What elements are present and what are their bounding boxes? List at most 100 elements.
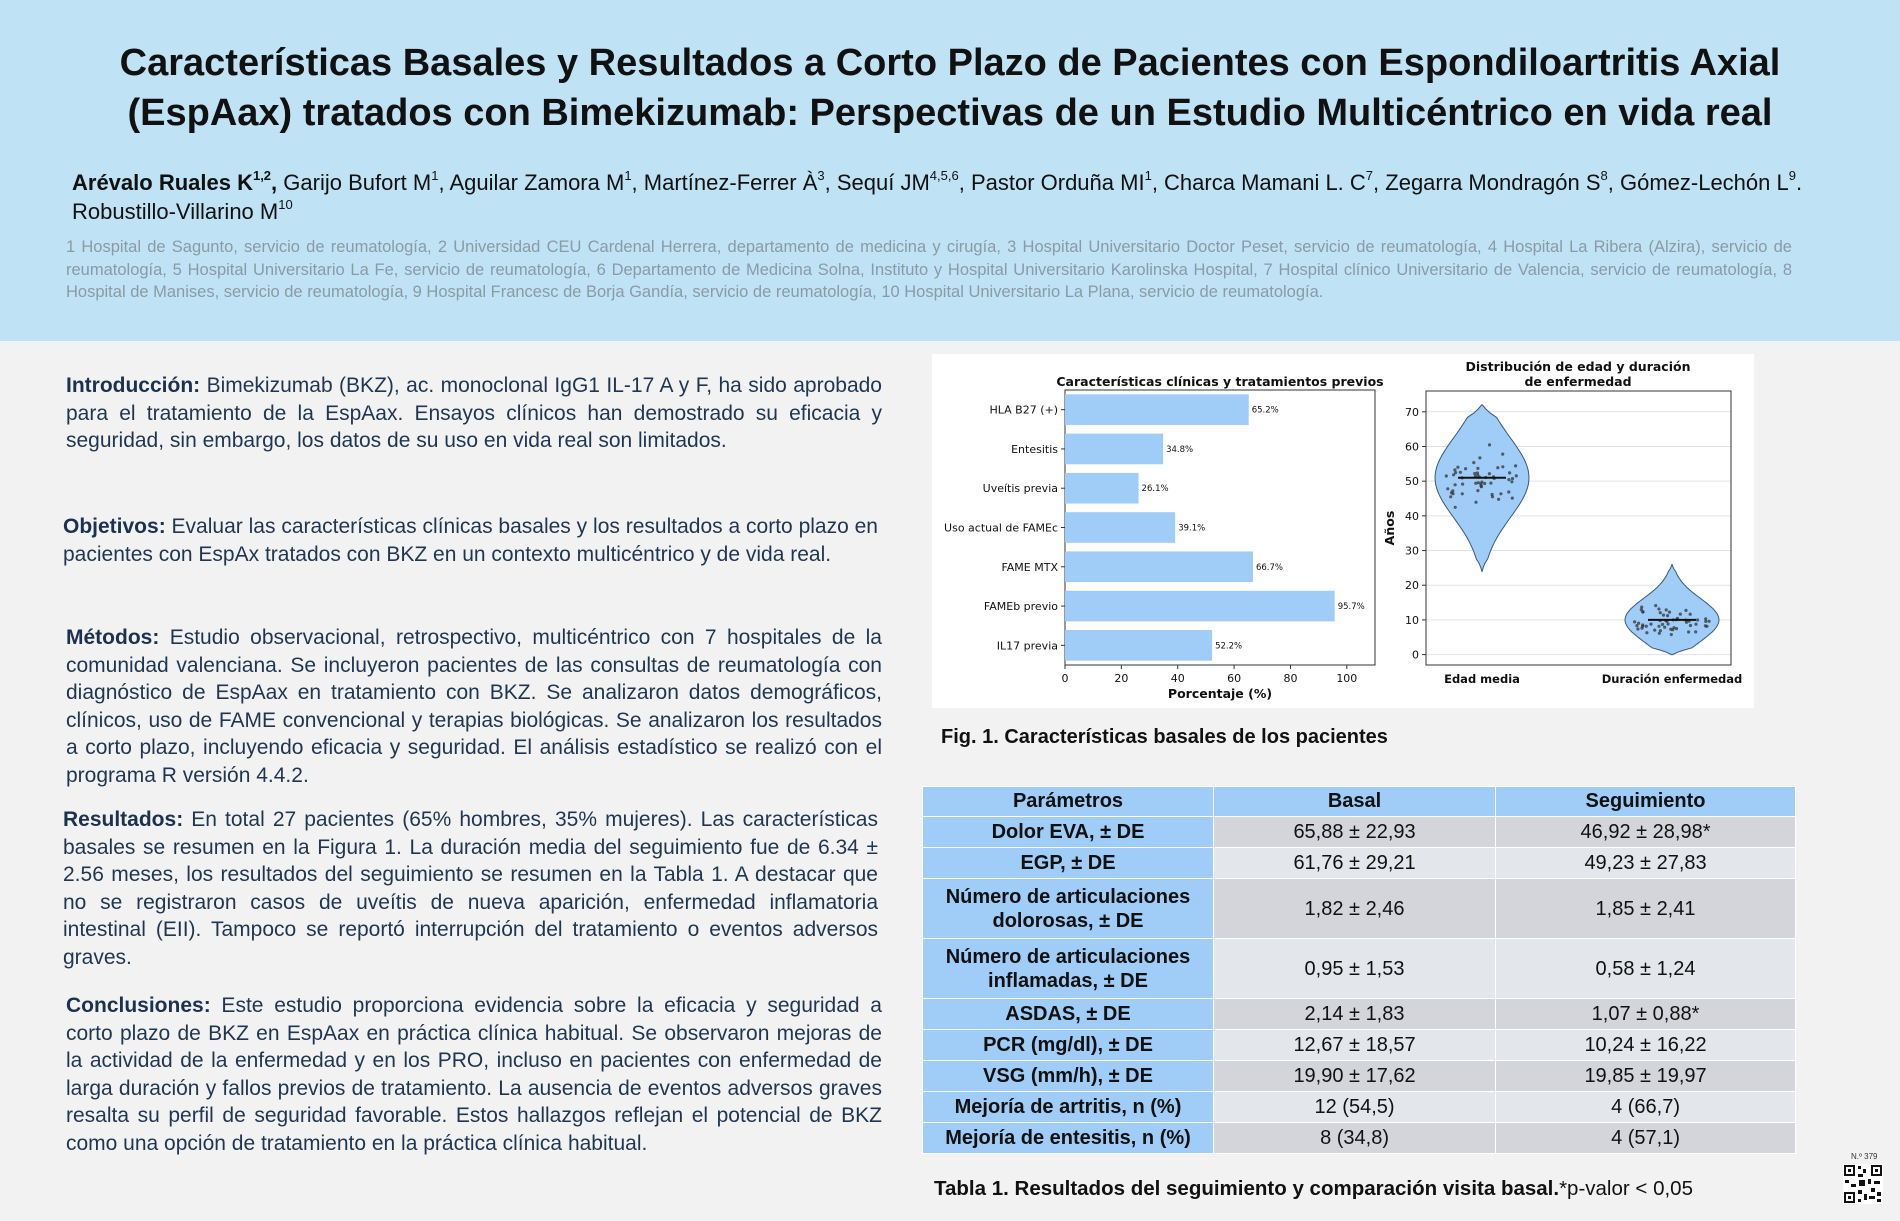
section-introduction: Introducción: Bimekizumab (BKZ), ac. mon… [66, 372, 882, 455]
value-label: 66.7% [1256, 563, 1283, 573]
data-point [1666, 622, 1670, 626]
author: Sequí JM4,5,6 [837, 168, 959, 195]
data-point [1637, 621, 1641, 625]
data-point [1452, 473, 1456, 477]
y-tick-label: 40 [1405, 510, 1419, 523]
data-point [1449, 495, 1453, 499]
row-basal: 12,67 ± 18,57 [1212, 1029, 1497, 1061]
table-caption-note: *p-valor < 0,05 [1559, 1177, 1693, 1200]
bar [1065, 551, 1253, 583]
category-label: FAMEb previo [984, 600, 1058, 613]
bar-chart-title: Características clínicas y tratamientos … [1056, 374, 1383, 389]
y-tick-label: 0 [1412, 649, 1419, 662]
row-basal: 0,95 ± 1,53 [1212, 938, 1497, 999]
data-point [1453, 505, 1457, 509]
data-point [1687, 630, 1691, 634]
row-param: Dolor EVA, ± DE [922, 816, 1214, 848]
affiliations: 1 Hospital de Sagunto, servicio de reuma… [66, 238, 1792, 301]
data-point [1514, 464, 1518, 468]
category-label: Uveítis previa [983, 482, 1058, 495]
bar [1065, 630, 1213, 661]
data-point [1657, 624, 1661, 628]
table-caption: Tabla 1. Resultados del seguimiento y co… [934, 1177, 1693, 1201]
table-caption-title: Tabla 1. Resultados del seguimiento y co… [934, 1177, 1560, 1200]
section-heading: Resultados: [63, 808, 184, 831]
section-text: Este estudio proporciona evidencia sobre… [66, 994, 882, 1155]
category-label: Uso actual de FAMEc [944, 522, 1058, 535]
author-name: Aguilar Zamora M [449, 170, 625, 195]
author-affiliation-number: 4,5,6 [929, 168, 959, 183]
row-basal: 1,82 ± 2,46 [1212, 878, 1497, 939]
data-point [1645, 631, 1649, 635]
data-point [1510, 480, 1514, 484]
value-label: 26.1% [1142, 484, 1169, 494]
data-point [1499, 492, 1503, 496]
author: Robustillo-Villarino M10 [72, 197, 293, 224]
data-point [1660, 622, 1665, 626]
data-point [1671, 628, 1675, 632]
row-param: ASDAS, ± DE [922, 998, 1214, 1030]
data-point [1487, 472, 1491, 476]
data-point [1490, 495, 1495, 499]
data-point [1501, 452, 1505, 456]
data-point [1657, 631, 1661, 635]
header-basal: Basal [1212, 786, 1497, 817]
bar [1065, 590, 1335, 622]
data-point [1487, 443, 1492, 447]
y-tick-label: 50 [1405, 475, 1419, 488]
bar [1065, 394, 1249, 425]
data-point [1476, 481, 1480, 485]
author-name: Robustillo-Villarino M [72, 199, 279, 224]
violin-shape [1624, 563, 1720, 656]
table-row: Número de articulaciones inflamadas, ± D… [922, 938, 1796, 999]
category-label: FAME MTX [1001, 561, 1058, 574]
y-tick-label: 60 [1405, 440, 1419, 453]
data-point [1461, 482, 1465, 486]
data-point [1476, 466, 1480, 470]
category-label: Entesitis [1011, 443, 1058, 456]
author-affiliation-number: 8 [1600, 168, 1608, 183]
row-basal: 8 (34,8) [1212, 1122, 1497, 1154]
row-follow: 4 (66,7) [1495, 1091, 1796, 1123]
data-point [1705, 624, 1709, 628]
data-point [1694, 622, 1698, 626]
poster-number: N.º 379 [1851, 1152, 1878, 1161]
author-list: Arévalo Ruales K1,2, Garijo Bufort M1, A… [72, 168, 1803, 224]
title-line-2: (EspAax) tratados con Bimekizumab: Persp… [127, 92, 1773, 134]
bar [1065, 472, 1139, 504]
author-name: Charca Mamani L. C [1164, 170, 1366, 195]
author-affiliation-number: 10 [278, 197, 293, 212]
figure-1-charts: Características clínicas y tratamientos … [944, 359, 1742, 701]
data-point [1707, 619, 1711, 623]
data-point [1688, 623, 1693, 628]
table-header-row: Parámetros Basal Seguimiento [922, 786, 1796, 817]
data-point [1453, 483, 1457, 487]
row-follow: 4 (57,1) [1495, 1122, 1796, 1154]
author: Zegarra Mondragón S8 [1385, 168, 1608, 195]
x-tick-label: 80 [1283, 672, 1297, 685]
data-point [1635, 624, 1639, 628]
row-follow: 49,23 ± 27,83 [1495, 847, 1796, 879]
row-param: Mejoría de artritis, n (%) [922, 1091, 1214, 1123]
bar [1065, 433, 1164, 465]
category-label: Edad media [1444, 672, 1520, 686]
author: Arévalo Ruales K1,2 [72, 168, 272, 195]
section-text: Bimekizumab (BKZ), ac. monoclonal IgG1 I… [66, 374, 882, 453]
figure-1: Características clínicas y tratamientos … [932, 354, 1754, 708]
author: Garijo Bufort M1 [283, 169, 438, 195]
x-tick-label: 20 [1114, 672, 1128, 685]
data-point [1688, 612, 1692, 616]
category-label: HLA B27 (+) [989, 404, 1058, 417]
author-affiliation-number: 1,2 [252, 168, 272, 183]
data-point [1444, 474, 1448, 478]
author-name: Martínez-Ferrer À [643, 170, 818, 195]
data-point [1497, 497, 1501, 501]
row-basal: 2,14 ± 1,83 [1212, 998, 1497, 1030]
data-point [1636, 627, 1640, 631]
data-point [1510, 477, 1515, 481]
x-tick-label: 100 [1336, 672, 1357, 685]
data-point [1479, 485, 1483, 489]
data-point [1640, 626, 1644, 630]
row-param: VSG (mm/h), ± DE [922, 1060, 1214, 1092]
header-banner: Características Basales y Resultados a C… [0, 0, 1900, 341]
